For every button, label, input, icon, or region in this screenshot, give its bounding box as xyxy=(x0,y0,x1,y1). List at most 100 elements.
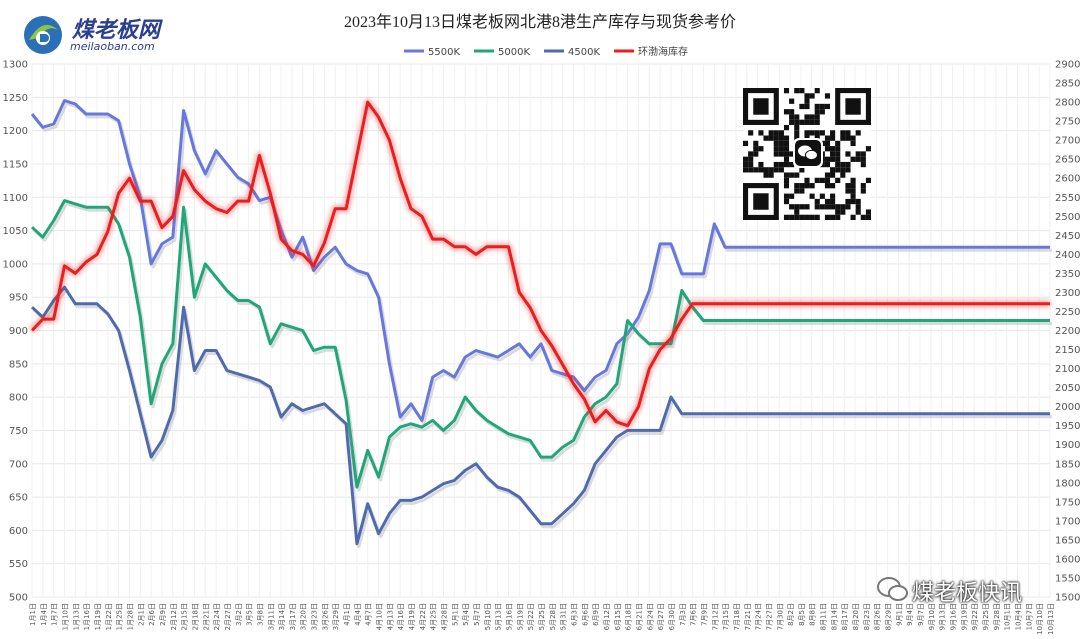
x-tick-label: 4月19日 xyxy=(408,603,416,630)
x-tick-label: 3月23日 xyxy=(311,603,319,630)
x-tick-label: 1月1日 xyxy=(29,603,37,626)
x-tick-label: 4月25日 xyxy=(430,603,438,630)
x-tick-label: 6月21日 xyxy=(635,603,643,630)
x-tick-label: 9月10日 xyxy=(928,603,936,630)
right-tick-label: 2400 xyxy=(1055,250,1080,261)
x-tick-label: 4月4日 xyxy=(354,603,362,626)
x-tick-label: 9月28日 xyxy=(993,603,1001,630)
right-axis-ticks: 1500 1550 1600 1650 1700 1750 1800 1850 1900 1950… xyxy=(1055,60,1080,604)
series-line-5500K xyxy=(30,99,1050,422)
x-tick-label: 9月4日 xyxy=(906,603,914,626)
x-tick-label: 1月4日 xyxy=(40,603,48,626)
x-tick-label: 2月1日 xyxy=(137,603,145,626)
x-tick-label: 1月13日 xyxy=(72,603,80,630)
x-tick-label: 3月20日 xyxy=(300,603,308,630)
x-tick-label: 3月26日 xyxy=(321,603,329,630)
logo-url: meilaoban.com xyxy=(70,40,155,53)
x-tick-label: 10月1日 xyxy=(1004,603,1012,630)
x-tick-label: 8月2日 xyxy=(787,603,795,626)
right-tick-label: 1950 xyxy=(1055,421,1080,432)
x-axis-ticks: 1月1日 1月4日 1月7日 1月10日 1月13日 1月16日 1月19日 1月22日 1月2… xyxy=(29,603,1055,635)
x-tick-label: 4月22日 xyxy=(419,603,427,630)
x-tick-label: 9月22日 xyxy=(971,603,979,630)
x-tick-label: 6月24日 xyxy=(646,603,654,630)
x-tick-label: 2月21日 xyxy=(202,603,210,630)
left-tick-label: 900 xyxy=(9,326,28,337)
left-tick-label: 950 xyxy=(9,293,28,304)
series-lines xyxy=(29,98,1052,549)
series-shadow xyxy=(32,288,1052,549)
logo-name: 煤老板网 xyxy=(72,18,161,43)
x-tick-label: 1月22日 xyxy=(105,603,113,630)
x-tick-label: 7月12日 xyxy=(711,603,719,630)
right-tick-label: 1750 xyxy=(1055,497,1080,508)
chart-title: 2023年10月13日煤老板网北港8港生产库存与现货参考价 xyxy=(344,13,736,31)
x-tick-label: 1月19日 xyxy=(94,603,102,630)
x-tick-label: 4月28日 xyxy=(441,603,449,630)
x-tick-label: 6月27日 xyxy=(657,603,665,630)
x-tick-label: 2月12日 xyxy=(170,603,178,630)
right-tick-label: 2050 xyxy=(1055,383,1080,394)
x-tick-label: 7月6日 xyxy=(690,603,698,626)
x-tick-label: 1月28日 xyxy=(126,603,134,630)
x-tick-label: 2月24日 xyxy=(213,603,221,630)
legend-label: 环渤海库存 xyxy=(638,45,688,58)
x-tick-label: 7月15日 xyxy=(722,603,730,630)
right-tick-label: 1650 xyxy=(1055,535,1080,546)
left-tick-label: 1050 xyxy=(3,226,28,237)
x-tick-label: 5月7日 xyxy=(473,603,481,626)
right-tick-label: 2500 xyxy=(1055,212,1080,223)
x-tick-label: 5月4日 xyxy=(462,603,470,626)
x-tick-label: 7月24日 xyxy=(755,603,763,630)
wechat-icon xyxy=(877,577,908,601)
right-tick-label: 1800 xyxy=(1055,478,1080,489)
x-tick-label: 7月3日 xyxy=(679,603,687,626)
x-tick-label: 6月9日 xyxy=(592,603,600,626)
left-tick-label: 500 xyxy=(9,593,28,604)
x-tick-label: 8月23日 xyxy=(863,603,871,630)
qr-code xyxy=(743,88,871,220)
left-tick-label: 650 xyxy=(9,493,28,504)
x-tick-label: 10月13日 xyxy=(1047,603,1055,635)
wechat-icon xyxy=(795,140,821,166)
right-tick-label: 1550 xyxy=(1055,573,1080,584)
left-tick-label: 1100 xyxy=(3,193,28,204)
x-tick-label: 3月11日 xyxy=(267,603,275,630)
x-tick-label: 5月1日 xyxy=(451,603,459,626)
right-tick-label: 2250 xyxy=(1055,307,1080,318)
right-tick-label: 2150 xyxy=(1055,345,1080,356)
series-line-5000K xyxy=(30,199,1050,489)
series-line-4500K xyxy=(30,285,1050,546)
x-tick-label: 5月16日 xyxy=(506,603,514,630)
x-tick-label: 9月7日 xyxy=(917,603,925,626)
right-tick-label: 2300 xyxy=(1055,288,1080,299)
right-tick-label: 2800 xyxy=(1055,98,1080,109)
x-tick-label: 8月17日 xyxy=(841,603,849,630)
x-tick-label: 3月17日 xyxy=(289,603,297,630)
right-tick-label: 2750 xyxy=(1055,117,1080,128)
right-tick-label: 2600 xyxy=(1055,174,1080,185)
x-tick-label: 8月20日 xyxy=(852,603,860,630)
x-tick-label: 9月13日 xyxy=(939,603,947,630)
x-tick-label: 5月10日 xyxy=(484,603,492,630)
left-tick-label: 1300 xyxy=(3,60,28,71)
right-tick-label: 2450 xyxy=(1055,231,1080,242)
x-tick-label: 10月10日 xyxy=(1036,603,1044,635)
x-tick-label: 1月7日 xyxy=(51,603,59,626)
x-tick-label: 4月1日 xyxy=(343,603,351,626)
right-tick-label: 2100 xyxy=(1055,364,1080,375)
series-line-环渤海库存 xyxy=(30,100,1050,428)
x-tick-label: 1月25日 xyxy=(116,603,124,630)
x-tick-label: 3月29日 xyxy=(332,603,340,630)
legend-label: 4500K xyxy=(568,47,600,58)
x-tick-label: 10月4日 xyxy=(1015,603,1023,630)
left-tick-label: 550 xyxy=(9,559,28,570)
x-tick-label: 5月19日 xyxy=(516,603,524,630)
left-tick-label: 600 xyxy=(9,526,28,537)
x-tick-label: 3月8日 xyxy=(256,603,264,626)
watermark: 煤老板快讯 xyxy=(876,575,1076,606)
x-tick-label: 8月11日 xyxy=(820,603,828,630)
x-tick-label: 8月8日 xyxy=(809,603,817,626)
right-tick-label: 1900 xyxy=(1055,440,1080,451)
